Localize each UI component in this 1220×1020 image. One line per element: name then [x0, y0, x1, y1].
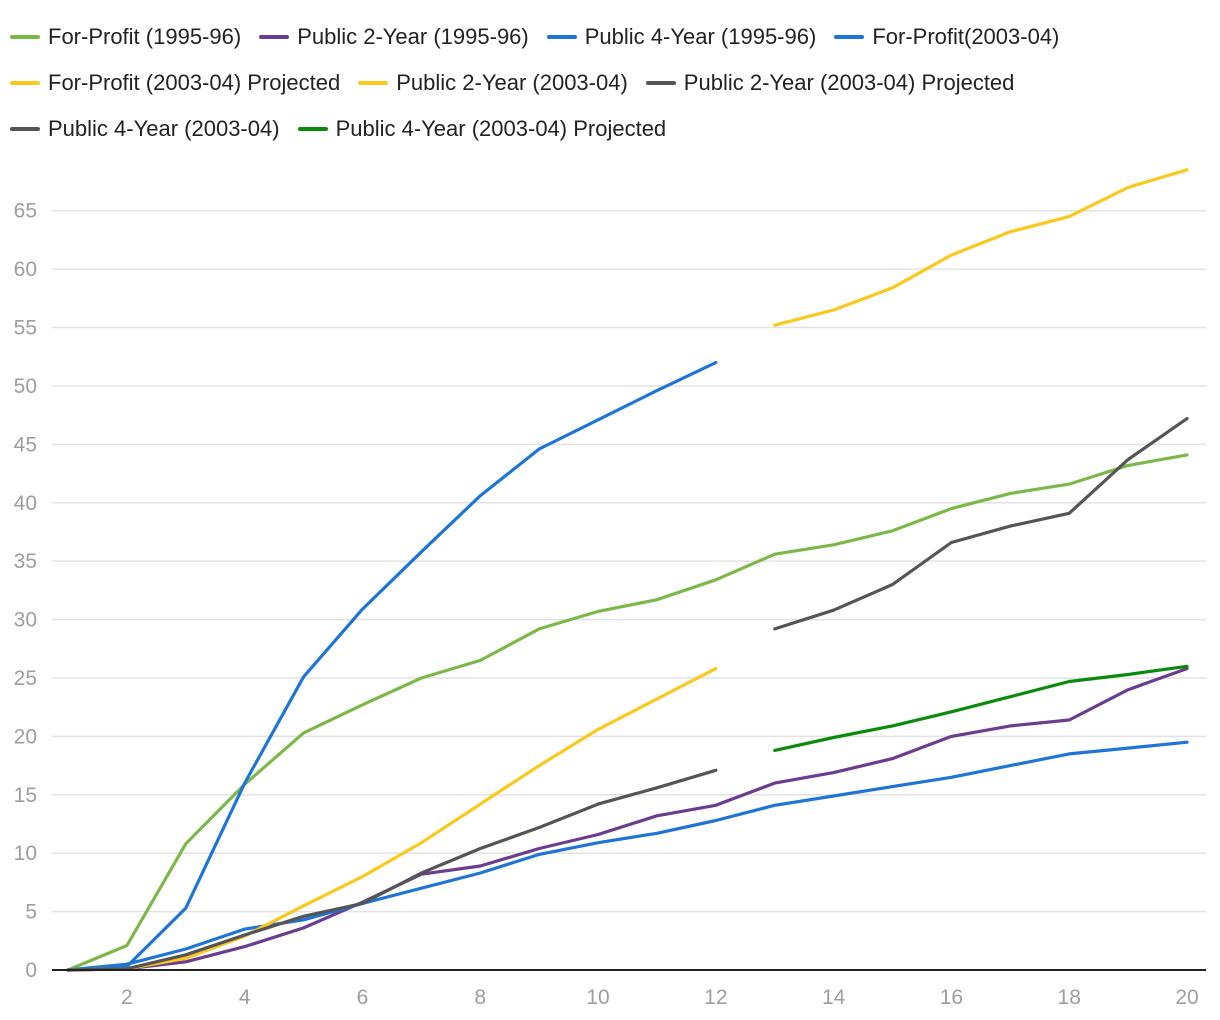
- legend-item-public-2yr-2003-projected: Public 2-Year (2003-04) Projected: [645, 70, 1015, 96]
- y-tick-label: 25: [14, 667, 37, 690]
- legend-swatch: [834, 35, 865, 39]
- legend-item-public-2yr-2003: Public 2-Year (2003-04): [358, 70, 628, 96]
- legend-row-3: Public 4-Year (2003-04) Public 4-Year (2…: [10, 106, 1210, 152]
- x-tick-label: 4: [239, 986, 251, 1009]
- legend-label: For-Profit (2003-04) Projected: [48, 70, 341, 95]
- legend-item-public-2yr-1995: Public 2-Year (1995-96): [259, 24, 529, 50]
- legend-swatch: [358, 81, 389, 85]
- y-tick-label: 50: [14, 375, 37, 398]
- legend-swatch: [10, 81, 40, 85]
- legend-label: Public 2-Year (2003-04): [396, 70, 628, 95]
- legend-item-for-profit-2003-projected: For-Profit (2003-04) Projected: [10, 70, 340, 96]
- series-line-for-profit-2003-04: [66, 361, 718, 972]
- series-line-public-2-year-1995-96: [66, 667, 1189, 972]
- y-tick-label: 30: [14, 609, 37, 632]
- x-tick-label: 14: [822, 986, 846, 1009]
- series-line-public-4-year-1995-96: [66, 740, 1189, 972]
- series-lines: [66, 168, 1189, 972]
- x-tick-label: 20: [1175, 986, 1198, 1009]
- series-line-public-2-year-2003-04: [66, 667, 718, 972]
- legend-item-public-4yr-2003: Public 4-Year (2003-04): [10, 116, 280, 142]
- y-axis-ticks: 0 5 10 15 20 25 30 35 40 45 50 55 60 65: [14, 200, 37, 982]
- legend-item-for-profit-1995: For-Profit (1995-96): [10, 24, 241, 50]
- x-tick-label: 10: [586, 986, 609, 1009]
- y-tick-label: 15: [14, 784, 37, 807]
- legend-swatch: [10, 35, 40, 39]
- y-tick-label: 40: [14, 492, 37, 515]
- legend: For-Profit (1995-96) Public 2-Year (1995…: [10, 14, 1210, 152]
- x-tick-label: 18: [1058, 986, 1081, 1009]
- series-line-for-profit-1995-96: [66, 453, 1189, 972]
- y-tick-label: 20: [14, 725, 37, 748]
- y-tick-label: 10: [14, 842, 37, 865]
- y-tick-label: 5: [25, 901, 37, 924]
- legend-label: For-Profit (1995-96): [48, 24, 242, 49]
- legend-swatch: [259, 35, 290, 39]
- legend-label: Public 4-Year (1995-96): [584, 24, 817, 49]
- legend-swatch: [297, 127, 328, 131]
- y-tick-label: 45: [14, 433, 37, 456]
- gridlines: [52, 209, 1206, 913]
- x-tick-label: 12: [704, 986, 727, 1009]
- series-line-public-4-year-2003-04-projected: [773, 664, 1189, 752]
- legend-label: Public 2-Year (1995-96): [297, 24, 529, 49]
- x-axis-ticks: 2 4 6 8 10 12 14 16 18 20: [121, 986, 1199, 1009]
- legend-item-public-4yr-2003-projected: Public 4-Year (2003-04) Projected: [297, 116, 667, 142]
- legend-label: Public 4-Year (2003-04): [48, 116, 280, 141]
- legend-label: Public 4-Year (2003-04) Projected: [335, 116, 667, 141]
- series-line-public-4-year-2003-04: [66, 768, 718, 972]
- legend-label: Public 2-Year (2003-04) Projected: [683, 70, 1015, 95]
- y-tick-label: 60: [14, 258, 37, 281]
- legend-swatch: [546, 35, 577, 39]
- x-tick-label: 16: [940, 986, 963, 1009]
- legend-label: For-Profit(2003-04): [872, 24, 1060, 49]
- legend-item-public-4yr-1995: Public 4-Year (1995-96): [546, 24, 817, 50]
- legend-row-2: For-Profit (2003-04) Projected Public 2-…: [10, 60, 1210, 106]
- y-tick-label: 0: [25, 959, 37, 982]
- series-line-public-2-year-2003-04-projected: [773, 417, 1189, 631]
- legend-item-for-profit-2003: For-Profit(2003-04): [834, 24, 1059, 50]
- series-line-for-profit-2003-04-projected: [773, 168, 1189, 327]
- legend-row-1: For-Profit (1995-96) Public 2-Year (1995…: [10, 14, 1210, 60]
- x-tick-label: 8: [474, 986, 486, 1009]
- legend-swatch: [645, 81, 676, 85]
- y-tick-label: 65: [14, 200, 37, 223]
- x-tick-label: 2: [121, 986, 133, 1009]
- legend-swatch: [10, 127, 40, 131]
- y-tick-label: 35: [14, 550, 37, 573]
- x-tick-label: 6: [357, 986, 369, 1009]
- y-tick-label: 55: [14, 317, 37, 340]
